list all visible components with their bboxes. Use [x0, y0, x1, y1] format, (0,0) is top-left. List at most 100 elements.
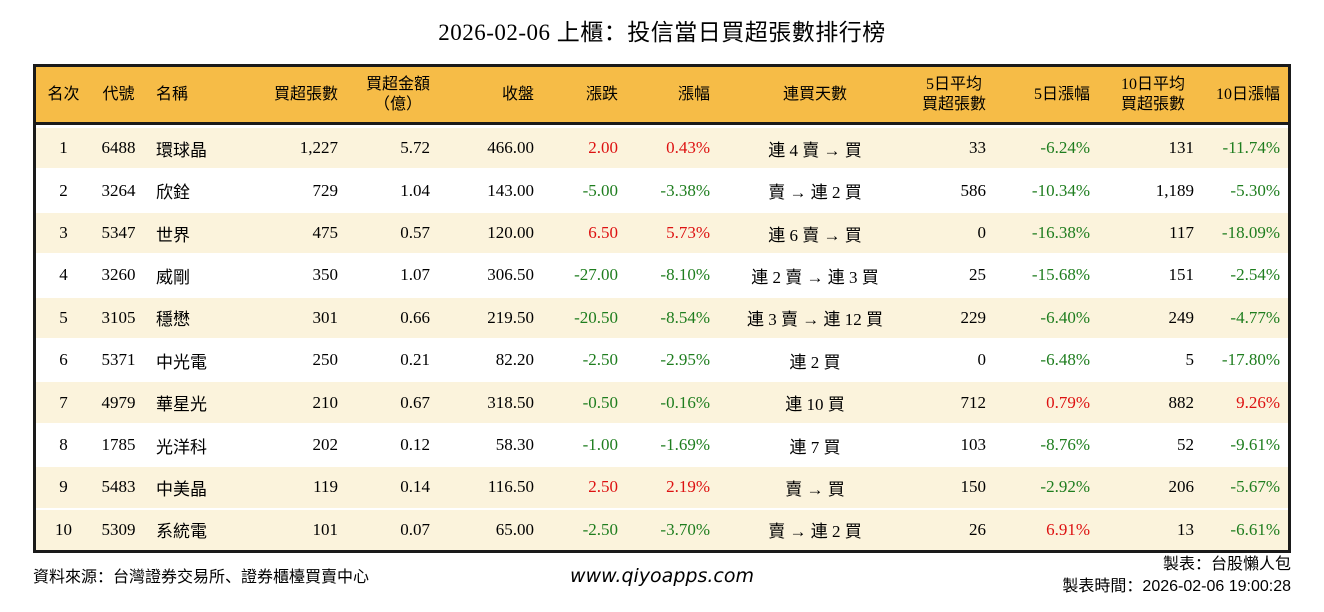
- cell-streak: 連 2 買: [789, 352, 841, 372]
- table-header-row: 名次 代號 名稱 買超張數 買超金額 （億） 收盤 漲跌 漲幅 連買天數 5日平均 買超張數 5日漲…: [36, 67, 1288, 125]
- cell-close: 65.00: [495, 519, 534, 539]
- cell-pct5: -16.38%: [1031, 223, 1090, 243]
- cell-change: -2.50: [582, 350, 618, 370]
- cell-streak: 連 4 賣 → 買: [768, 140, 862, 160]
- cell-code: 3264: [101, 180, 136, 200]
- cell-avg5: 26: [969, 519, 986, 539]
- cell-pct10: -4.77%: [1230, 307, 1280, 327]
- cell-close: 306.50: [487, 265, 534, 285]
- cell-change: -20.50: [574, 307, 618, 327]
- cell-amount: 0.12: [400, 435, 430, 455]
- column-header-close: 收盤: [501, 85, 534, 103]
- cell-rank: 6: [59, 350, 68, 370]
- cell-net_buy: 119: [313, 477, 338, 497]
- cell-change_pct: -3.38%: [660, 180, 710, 200]
- cell-name: 威剛: [156, 267, 190, 287]
- cell-code: 3260: [101, 265, 136, 285]
- cell-name: 環球晶: [156, 140, 207, 160]
- column-header-avg5: 5日平均 買超張數: [921, 75, 986, 113]
- table-row: 7 4979 華星光 210 0.67 318.50 -0.50 -0.16% 連 10 買 71…: [36, 380, 1288, 423]
- cell-code: 3105: [101, 307, 136, 327]
- cell-pct5: -2.92%: [1040, 477, 1090, 497]
- cell-streak: 連 10 買: [785, 395, 845, 415]
- cell-rank: 9: [59, 477, 68, 497]
- cell-close: 120.00: [487, 223, 534, 243]
- cell-streak: 賣 → 連 2 買: [768, 183, 862, 203]
- cell-streak: 賣 → 連 2 買: [768, 522, 862, 542]
- column-header-avg10: 10日平均 買超張數: [1120, 75, 1185, 113]
- cell-pct5: -6.48%: [1040, 350, 1090, 370]
- cell-pct5: 6.91%: [1046, 519, 1090, 539]
- cell-change_pct: 5.73%: [666, 223, 710, 243]
- cell-pct10: -17.80%: [1221, 350, 1280, 370]
- cell-name: 穩懋: [156, 310, 190, 330]
- cell-avg10: 1,189: [1155, 180, 1194, 200]
- cell-net_buy: 101: [312, 519, 339, 539]
- cell-code: 5371: [101, 350, 136, 370]
- cell-change: 2.00: [588, 138, 618, 158]
- cell-pct5: -6.40%: [1040, 307, 1090, 327]
- table-body: 1 6488 環球晶 1,227 5.72 466.00 2.00 0.43% 連 4 賣 → …: [36, 128, 1288, 551]
- cell-streak: 賣 → 買: [785, 479, 845, 499]
- cell-amount: 0.66: [400, 307, 430, 327]
- cell-name: 華星光: [156, 395, 207, 415]
- cell-change: -0.50: [582, 392, 618, 412]
- cell-rank: 4: [59, 265, 68, 285]
- cell-avg10: 206: [1168, 477, 1195, 497]
- column-header-change_pct: 漲幅: [677, 85, 710, 103]
- cell-amount: 0.57: [400, 223, 430, 243]
- cell-amount: 5.72: [400, 138, 430, 158]
- cell-change: 6.50: [588, 223, 618, 243]
- table-row: 1 6488 環球晶 1,227 5.72 466.00 2.00 0.43% 連 4 賣 → …: [36, 128, 1288, 169]
- cell-avg10: 13: [1177, 519, 1194, 539]
- table-row: 2 3264 欣銓 729 1.04 143.00 -5.00 -3.38% 賣 → 連 2 買…: [36, 168, 1288, 211]
- table-row: 5 3105 穩懋 301 0.66 219.50 -20.50 -8.54% 連 3 賣 → …: [36, 295, 1288, 339]
- column-header-pct5: 5日漲幅: [1033, 85, 1090, 103]
- cell-avg10: 249: [1168, 307, 1195, 327]
- cell-streak: 連 7 買: [789, 437, 841, 457]
- cell-change: -5.00: [582, 180, 618, 200]
- cell-close: 466.00: [487, 138, 534, 158]
- cell-avg5: 103: [960, 435, 987, 455]
- cell-avg5: 33: [969, 138, 986, 158]
- cell-name: 欣銓: [156, 183, 190, 203]
- cell-amount: 0.07: [400, 519, 430, 539]
- cell-change_pct: -3.70%: [660, 519, 710, 539]
- cell-pct10: -5.67%: [1230, 477, 1280, 497]
- cell-close: 219.50: [487, 307, 534, 327]
- table-row: 9 5483 中美晶 119 0.14 116.50 2.50 2.19% 賣 → 買 150 -2…: [36, 465, 1288, 508]
- column-header-amount: 買超金額 （億）: [365, 75, 430, 113]
- cell-pct10: -11.74%: [1222, 138, 1280, 158]
- cell-pct10: 9.26%: [1236, 392, 1280, 412]
- cell-pct10: -2.54%: [1230, 265, 1280, 285]
- cell-avg10: 151: [1168, 265, 1195, 285]
- cell-code: 5347: [101, 223, 136, 243]
- cell-change: -2.50: [582, 519, 618, 539]
- cell-pct10: -5.30%: [1230, 180, 1280, 200]
- cell-net_buy: 210: [312, 392, 339, 412]
- column-header-code: 代號: [102, 85, 135, 103]
- cell-change_pct: -0.16%: [660, 392, 710, 412]
- cell-avg10: 117: [1169, 223, 1194, 243]
- cell-streak: 連 2 賣 → 連 3 買: [751, 267, 879, 287]
- cell-pct5: -15.68%: [1031, 265, 1090, 285]
- made-time-label: 製表時間：2026-02-06 19:00:28: [1062, 578, 1291, 595]
- cell-streak: 連 6 賣 → 買: [768, 225, 862, 245]
- cell-change_pct: -8.10%: [660, 265, 710, 285]
- cell-avg5: 0: [977, 350, 987, 370]
- cell-net_buy: 202: [312, 435, 339, 455]
- cell-rank: 10: [55, 519, 72, 539]
- cell-close: 82.20: [495, 350, 534, 370]
- cell-code: 5483: [101, 477, 136, 497]
- table-row: 4 3260 威剛 350 1.07 306.50 -27.00 -8.10% 連 2 賣 → …: [36, 253, 1288, 296]
- cell-net_buy: 729: [312, 180, 339, 200]
- ranking-table: 名次 代號 名稱 買超張數 買超金額 （億） 收盤 漲跌 漲幅 連買天數 5日平均 買超張數 5日漲…: [33, 64, 1291, 553]
- column-header-rank: 名次: [47, 85, 80, 103]
- table-row: 6 5371 中光電 250 0.21 82.20 -2.50 -2.95% 連 2 買 0 -6.…: [36, 338, 1288, 381]
- column-header-streak: 連買天數: [782, 85, 847, 103]
- cell-pct5: -8.76%: [1040, 435, 1090, 455]
- cell-net_buy: 301: [312, 307, 339, 327]
- cell-code: 4979: [101, 392, 136, 412]
- cell-name: 世界: [156, 225, 190, 245]
- cell-rank: 2: [59, 180, 68, 200]
